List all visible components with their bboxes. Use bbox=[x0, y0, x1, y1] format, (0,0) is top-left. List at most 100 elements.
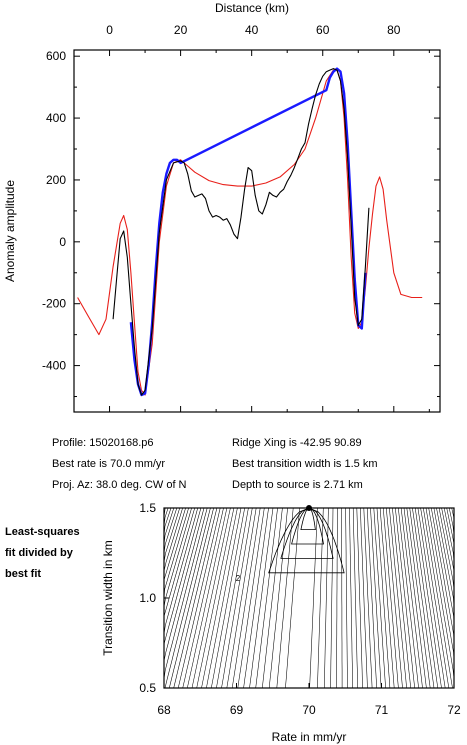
contour-line bbox=[276, 507, 294, 689]
bottom-x-tick-label: 72 bbox=[447, 703, 461, 717]
contour-line bbox=[349, 507, 353, 689]
contour-line bbox=[268, 507, 288, 689]
contour-line bbox=[423, 507, 453, 689]
top-x-tick-label: 80 bbox=[387, 23, 401, 37]
contour-line bbox=[196, 507, 235, 689]
contour-line bbox=[412, 507, 439, 689]
contour-line bbox=[366, 507, 377, 689]
contour-line bbox=[216, 507, 249, 689]
contour-line bbox=[163, 507, 205, 688]
contour-line bbox=[163, 507, 208, 688]
contour-caption-line: Least-squares bbox=[5, 526, 80, 538]
top-chart-frame bbox=[73, 49, 441, 413]
contour-line bbox=[379, 507, 395, 689]
contour-line bbox=[398, 507, 419, 689]
top-y-tick-label: -400 bbox=[42, 359, 66, 373]
series-line-2 bbox=[112, 68, 370, 396]
contour-line bbox=[249, 507, 274, 689]
contour-line bbox=[360, 507, 368, 689]
contour-inner-line bbox=[291, 507, 324, 545]
contour-line bbox=[376, 507, 391, 689]
source-depth-text: Depth to source is 2.71 km bbox=[232, 479, 363, 491]
contour-line bbox=[345, 507, 348, 689]
contour-line bbox=[400, 507, 423, 689]
top-x-ticks: 0 20 40 60 80 bbox=[73, 23, 430, 412]
contour-line bbox=[451, 507, 455, 688]
top-y-tick-label: -200 bbox=[42, 297, 66, 311]
contour-value-label: 2 bbox=[236, 574, 241, 583]
contour-line bbox=[163, 507, 192, 688]
top-y-axis-label: Anomaly amplitude bbox=[3, 180, 17, 282]
contour-line bbox=[431, 507, 455, 688]
contour-line bbox=[163, 507, 172, 688]
bottom-y-tick-label: 0.5 bbox=[139, 681, 156, 695]
top-series-group bbox=[77, 67, 423, 397]
top-x-tick-label: 40 bbox=[245, 23, 259, 37]
contour-line bbox=[370, 507, 382, 689]
best-rate-text: Best rate is 70.0 mm/yr bbox=[52, 458, 166, 470]
contour-line bbox=[395, 507, 415, 689]
contour-line bbox=[420, 507, 450, 689]
best-fit-marker bbox=[306, 505, 312, 511]
series-line-0 bbox=[77, 69, 423, 396]
contour-line bbox=[163, 507, 175, 688]
contour-line bbox=[356, 507, 363, 689]
contour-line bbox=[243, 507, 269, 689]
contour-line bbox=[163, 507, 183, 688]
bottom-x-ticks: 68 69 70 71 72 bbox=[157, 683, 461, 717]
contour-line bbox=[255, 507, 278, 689]
contour-line bbox=[425, 507, 455, 688]
best-width-text: Best transition width is 1.5 km bbox=[232, 458, 378, 470]
contour-line bbox=[191, 507, 231, 689]
contour-line bbox=[392, 507, 411, 689]
top-y-tick-label: 400 bbox=[46, 111, 66, 125]
contour-line bbox=[403, 507, 427, 689]
contour-line bbox=[163, 507, 202, 688]
contour-line bbox=[163, 507, 180, 688]
top-y-tick-label: 600 bbox=[46, 49, 66, 63]
contour-lines bbox=[163, 507, 455, 689]
contour-line bbox=[163, 507, 195, 688]
contour-line bbox=[211, 507, 245, 689]
contour-line bbox=[352, 507, 358, 689]
contour-line bbox=[163, 507, 166, 688]
contour-line bbox=[389, 507, 407, 689]
contour-line bbox=[433, 507, 455, 688]
contour-line bbox=[221, 507, 253, 689]
contour-line bbox=[173, 507, 218, 689]
contour-line bbox=[436, 507, 455, 688]
contour-line bbox=[443, 507, 455, 688]
top-y-ticks: 600 400 200 0 -200 -400 bbox=[42, 49, 440, 398]
contour-line bbox=[285, 507, 300, 689]
top-x-tick-label: 20 bbox=[174, 23, 188, 37]
top-x-tick-label: 0 bbox=[106, 23, 113, 37]
contour-line bbox=[163, 507, 186, 688]
contour-line bbox=[446, 507, 455, 688]
bottom-chart-frame bbox=[163, 507, 455, 689]
anomaly-profile-chart: Distance (km) Anomaly amplitude 0 20 40 60 8… bbox=[3, 1, 441, 413]
ridge-crossing-text: Ridge Xing is -42.95 90.89 bbox=[232, 437, 362, 449]
contour-line bbox=[163, 507, 169, 688]
contour-line bbox=[441, 507, 455, 688]
contour-line bbox=[324, 507, 329, 689]
contour-caption-line: fit divided by bbox=[5, 547, 73, 559]
contour-line bbox=[187, 507, 228, 689]
contour-line bbox=[341, 508, 343, 688]
top-y-tick-label: 200 bbox=[46, 173, 66, 187]
contour-inner-line bbox=[268, 507, 345, 574]
contour-line bbox=[163, 507, 198, 688]
contour-line bbox=[164, 507, 211, 689]
contour-line bbox=[414, 507, 442, 689]
contour-line bbox=[438, 507, 455, 688]
bottom-x-tick-label: 70 bbox=[302, 703, 316, 717]
bottom-y-tick-label: 1.0 bbox=[139, 591, 156, 605]
contour-line bbox=[177, 507, 221, 689]
contour-inner-line bbox=[300, 507, 316, 530]
contour-caption-line: best fit bbox=[5, 568, 42, 580]
bottom-y-axis-label: Transition width in km bbox=[101, 540, 115, 656]
bottom-x-tick-label: 68 bbox=[157, 703, 171, 717]
contour-line bbox=[226, 507, 257, 689]
contour-line bbox=[163, 507, 178, 688]
contour-inner-line bbox=[280, 507, 334, 559]
